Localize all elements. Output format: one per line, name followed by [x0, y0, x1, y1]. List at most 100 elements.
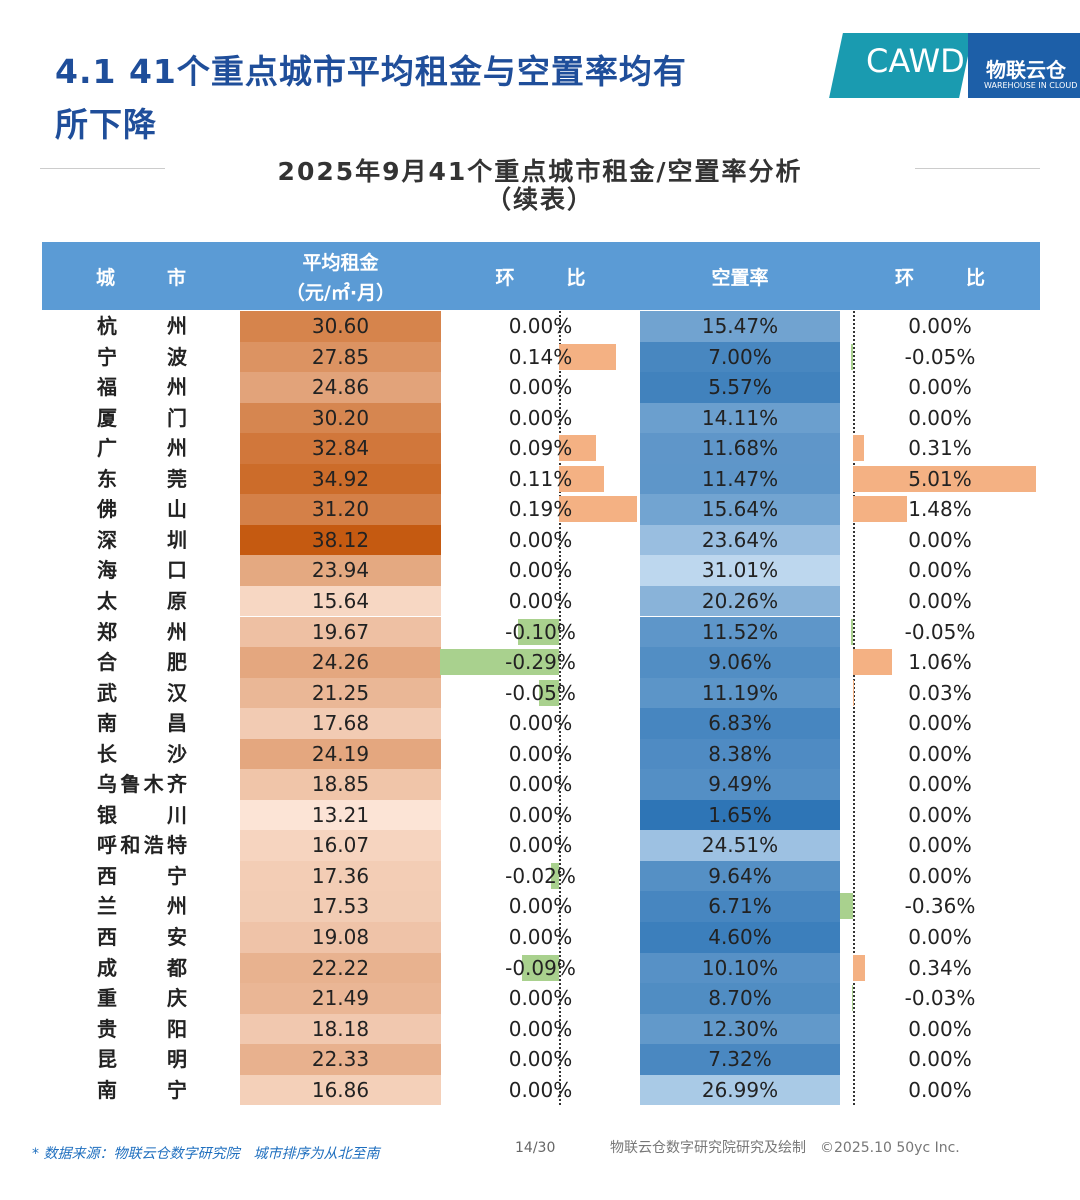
value-cell: 11.68%	[701, 436, 779, 461]
value-cell: 0.00%	[908, 314, 972, 338]
page-number: 14/30	[515, 1140, 556, 1156]
city-cell: 西宁	[87, 861, 197, 892]
city-name: 太原	[97, 588, 187, 613]
city-name: 海口	[97, 558, 187, 583]
value-cell: 38.12	[311, 527, 370, 552]
value-cell: 0.00%	[508, 527, 573, 552]
value-cell: 0.31%	[908, 436, 972, 461]
value-cell: -0.05%	[505, 680, 576, 705]
value-cell: 0.00%	[908, 802, 972, 827]
value-cell: 0.00%	[508, 588, 573, 613]
rent-cell	[240, 433, 441, 464]
vacancy-cell	[640, 585, 840, 617]
city-name: 福州	[97, 375, 187, 400]
city-name: 西宁	[97, 863, 187, 888]
vacancy-cell	[640, 1013, 840, 1045]
value-cell: 0.00%	[508, 1077, 573, 1102]
change-bar	[839, 893, 853, 920]
value-cell: 22.22	[311, 955, 370, 980]
value-cell: 6.83%	[708, 711, 772, 736]
value-cell: 21.49	[311, 986, 370, 1011]
rent-cell	[240, 922, 441, 953]
change-bar	[853, 954, 866, 981]
change-bar	[559, 465, 605, 492]
city-name: 乌鲁木齐	[97, 772, 187, 797]
city-cell: 乌鲁木齐	[87, 769, 197, 800]
value-cell: 12.30%	[701, 1016, 779, 1041]
value-cell: 19.08	[311, 925, 370, 949]
city-name: 杭州	[97, 314, 187, 338]
value-cell: 7.32%	[708, 1047, 772, 1072]
city-name: 昆明	[97, 1047, 187, 1072]
city-name: 兰州	[97, 894, 187, 919]
change-bar	[853, 465, 1036, 492]
rent-cell	[240, 311, 441, 342]
change-bar	[550, 862, 559, 889]
city-cell: 广州	[87, 433, 197, 464]
change-bar	[559, 435, 596, 462]
value-cell: 10.10%	[701, 955, 779, 980]
city-cell: 银川	[87, 800, 197, 831]
change-bar	[851, 618, 853, 645]
value-cell: 24.51%	[701, 833, 779, 858]
vacancy-cell	[640, 647, 840, 678]
value-cell: 24.86	[311, 375, 370, 400]
city-cell: 昆明	[87, 1044, 197, 1075]
header-text: 城市	[96, 267, 186, 289]
title-line: 4.1 41个重点城市平均租金与空置率均有	[55, 52, 687, 91]
value-cell: 1.06%	[908, 650, 972, 675]
vacancy-cell	[640, 830, 840, 861]
value-cell: 9.64%	[708, 863, 772, 888]
zero-axis	[559, 311, 561, 1106]
value-cell: 26.99%	[701, 1077, 779, 1102]
vacancy-cell	[640, 1074, 840, 1106]
value-cell: 1.48%	[908, 497, 972, 522]
change-bar	[518, 618, 559, 645]
value-cell: 0.00%	[508, 1016, 573, 1041]
value-cell: 0.00%	[508, 925, 573, 949]
rent-cell	[240, 463, 441, 495]
header-cell: 空置率	[711, 267, 769, 289]
value-cell: 0.00%	[508, 711, 573, 736]
city-cell: 兰州	[87, 891, 197, 922]
value-cell: 0.00%	[508, 894, 573, 919]
city-cell: 南宁	[87, 1075, 197, 1106]
vacancy-cell	[640, 433, 840, 464]
value-cell: 0.11%	[508, 466, 573, 491]
header-text: 环比	[495, 267, 586, 289]
value-cell: -0.02%	[505, 863, 576, 888]
value-cell: 0.00%	[908, 772, 972, 797]
value-cell: 0.00%	[508, 558, 573, 583]
value-cell: 17.36	[311, 863, 370, 888]
value-cell: 13.21	[311, 802, 370, 827]
value-cell: 0.00%	[908, 833, 972, 858]
value-cell: 0.00%	[508, 802, 573, 827]
value-cell: 0.19%	[508, 497, 573, 522]
value-cell: 21.25	[311, 680, 370, 705]
change-bar	[538, 679, 559, 706]
rent-cell	[240, 402, 441, 434]
value-cell: 0.00%	[908, 588, 972, 613]
city-cell: 东莞	[87, 464, 197, 495]
footer-credit: 物联云仓数字研究院研究及绘制 ©2025.10 50yc Inc.	[610, 1140, 960, 1156]
value-cell: 9.06%	[708, 650, 772, 675]
city-name: 宁波	[97, 344, 187, 369]
value-cell: 5.57%	[708, 375, 772, 400]
city-cell: 厦门	[87, 403, 197, 434]
city-cell: 太原	[87, 586, 197, 617]
value-cell: 11.47%	[701, 466, 779, 491]
change-bar	[851, 343, 853, 370]
header-cell: 环比	[441, 263, 640, 290]
vacancy-cell	[640, 1044, 840, 1075]
value-cell: 0.00%	[508, 375, 573, 400]
rent-cell	[240, 799, 441, 831]
city-name: 佛山	[97, 497, 187, 522]
city-cell: 长沙	[87, 739, 197, 770]
vacancy-cell	[640, 769, 840, 800]
value-cell: 0.14%	[508, 344, 573, 369]
header-cell: 环比	[840, 263, 1040, 290]
city-name: 长沙	[97, 741, 187, 766]
logo-brand-en: WAREHOUSE IN CLOUD	[984, 81, 1078, 90]
rent-cell	[240, 341, 441, 373]
footer-source: * 数据来源：物联云仓数字研究院 城市排序为从北至南	[32, 1146, 380, 1162]
